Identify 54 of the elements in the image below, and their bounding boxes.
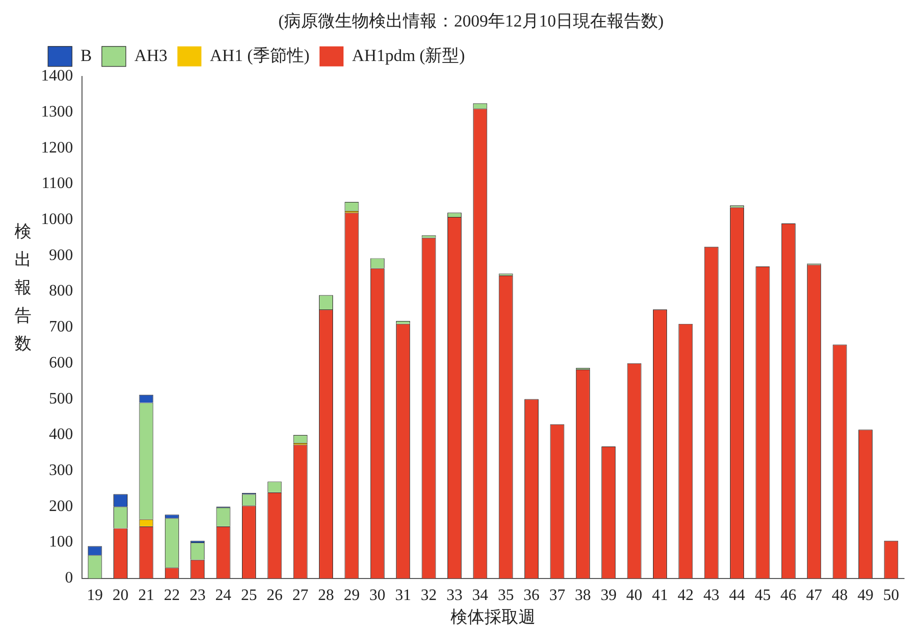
x-tick-label: 31 — [395, 587, 412, 604]
y-tick-label: 1400 — [41, 68, 73, 85]
y-tick-label: 900 — [49, 246, 73, 264]
y-tick-label: 800 — [49, 282, 73, 300]
x-tick-label: 35 — [498, 587, 514, 604]
x-tick-label: 23 — [190, 587, 206, 604]
x-tick-label: 44 — [729, 587, 746, 604]
x-tick-label: 41 — [652, 587, 668, 604]
x-tick-label: 30 — [369, 587, 386, 604]
x-tick-label: 34 — [472, 587, 488, 604]
x-tick-label: 43 — [703, 587, 720, 604]
x-tick-label: 26 — [266, 587, 283, 604]
x-tick-label: 50 — [883, 587, 900, 604]
y-tick-label: 200 — [49, 498, 73, 515]
legend-label: AH1 (季節性) — [210, 46, 310, 65]
y-tick-label: 1300 — [41, 103, 73, 120]
x-tick-label: 47 — [806, 587, 822, 604]
y-tick-label: 1000 — [41, 211, 73, 228]
y-tick-label: 300 — [49, 462, 73, 480]
x-tick-label: 46 — [780, 587, 796, 604]
x-tick-label: 38 — [574, 587, 591, 604]
x-tick-label: 36 — [524, 587, 540, 604]
y-tick-label: 0 — [65, 570, 73, 587]
x-tick-label: 37 — [549, 587, 566, 604]
x-tick-label: 24 — [215, 587, 232, 604]
x-tick-label: 49 — [857, 587, 874, 604]
legend-label: AH1pdm (新型) — [352, 46, 465, 65]
x-tick-label: 28 — [318, 587, 334, 604]
x-tick-label: 48 — [832, 587, 848, 604]
y-tick-label: 600 — [49, 354, 73, 372]
x-tick-label: 40 — [626, 587, 642, 604]
chart-title: (病原微生物検出情報：2009年12月10日現在報告数) — [278, 12, 664, 31]
y-tick-label: 500 — [49, 390, 73, 408]
y-tick-label: 1200 — [41, 139, 73, 156]
y-tick-label: 700 — [49, 318, 73, 336]
x-tick-label: 45 — [754, 587, 771, 604]
legend-label: AH3 — [134, 46, 168, 65]
x-tick-label: 19 — [86, 587, 103, 604]
y-tick-label: 1100 — [42, 175, 73, 192]
x-axis-title: 検体採取週 — [450, 607, 536, 626]
x-tick-label: 32 — [420, 587, 437, 604]
x-tick-label: 27 — [292, 587, 308, 604]
x-tick-label: 20 — [112, 587, 129, 604]
x-tick-label: 22 — [164, 587, 180, 604]
y-tick-label: 400 — [49, 426, 73, 444]
y-axis-title: 検出報告数 — [14, 221, 32, 355]
x-tick-label: 42 — [678, 587, 694, 604]
x-tick-label: 25 — [240, 587, 257, 604]
x-tick-label: 21 — [138, 587, 154, 604]
y-tick-label: 100 — [49, 534, 73, 551]
x-tick-label: 29 — [344, 587, 360, 604]
x-tick-label: 39 — [600, 587, 617, 604]
x-tick-label: 33 — [446, 587, 462, 604]
legend-label: B — [80, 46, 92, 65]
